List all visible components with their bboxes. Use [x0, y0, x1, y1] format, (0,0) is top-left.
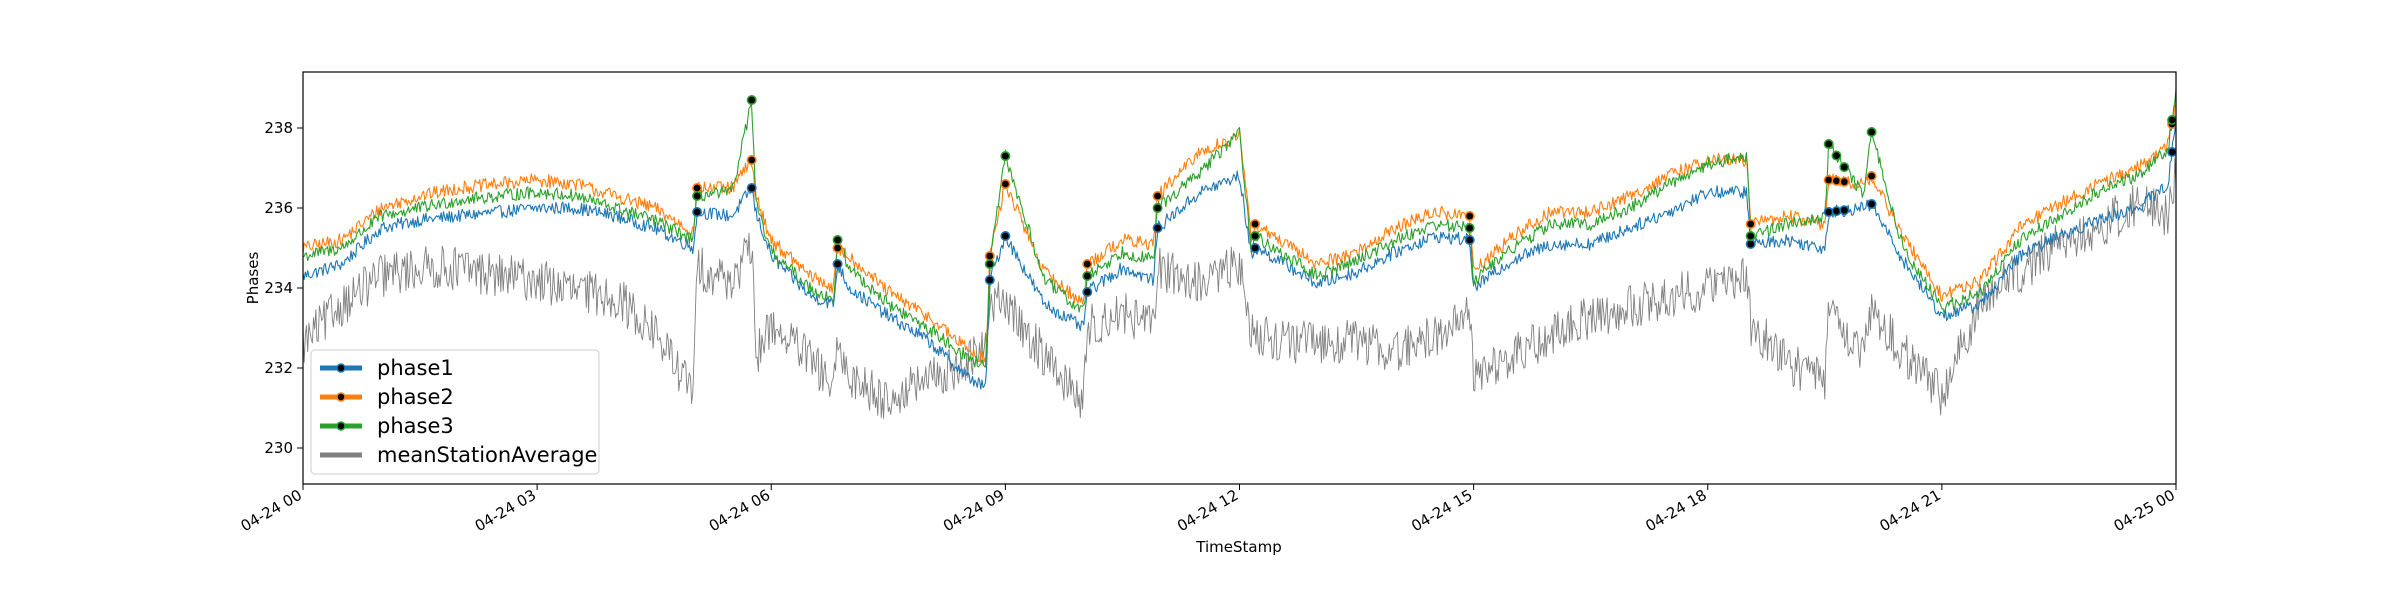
legend-item-phase1: phase1: [320, 356, 454, 380]
x-tick-label: 04-24 09: [940, 486, 1007, 535]
event-marker-phase3: [1745, 231, 1756, 242]
event-marker-phase3: [1839, 162, 1850, 173]
event-marker-phase3: [1082, 270, 1093, 281]
y-tick-label: 232: [264, 359, 293, 377]
event-marker-phase2: [1839, 176, 1850, 187]
legend-box: [310, 349, 600, 475]
x-tick-label: 04-24 00: [238, 486, 305, 535]
event-marker-phase1: [1250, 243, 1261, 254]
event-marker-phase1: [1866, 199, 1877, 210]
event-marker-phase1: [984, 274, 995, 285]
event-marker-phase2: [1866, 171, 1877, 182]
event-marker-phase2: [984, 251, 995, 262]
plot-area: [303, 89, 2176, 419]
event-marker-phase3: [1250, 231, 1261, 242]
event-marker-phase1: [1152, 223, 1163, 234]
event-marker-phase3: [1152, 203, 1163, 214]
x-tick-label: 04-24 18: [1642, 486, 1709, 535]
event-marker-phase2: [1082, 258, 1093, 269]
event-marker-phase3: [1831, 150, 1842, 161]
legend-label: phase2: [377, 385, 454, 409]
event-marker-phase1: [1082, 286, 1093, 297]
legend: phase1 phase2 phase3 meanStationAverage: [310, 349, 600, 475]
event-marker-phase2: [1152, 191, 1163, 202]
event-marker-phase1: [832, 258, 843, 269]
event-marker-phase3: [1823, 139, 1834, 150]
event-marker-phase1: [746, 183, 757, 194]
event-marker-phase3: [746, 95, 757, 106]
series-line-phase2: [303, 104, 2176, 366]
event-marker-phase3: [832, 235, 843, 246]
series-line-meanStationAverage: [303, 157, 2176, 419]
legend-marker: [336, 421, 346, 431]
legend-item-meanStationAverage: meanStationAverage: [320, 443, 597, 467]
x-tick-label: 04-24 06: [706, 486, 773, 535]
y-axis-title: Phases: [244, 252, 262, 305]
x-tick-label: 04-24 21: [1876, 486, 1943, 535]
y-tick-label: 230: [264, 439, 293, 457]
legend-label: phase3: [377, 414, 454, 438]
event-marker-phase2: [1250, 219, 1261, 230]
event-marker-phase1: [1000, 231, 1011, 242]
x-axis-title: TimeStamp: [1195, 538, 1281, 556]
event-marker-phase1: [1839, 205, 1850, 216]
series-line-phase1: [303, 114, 2176, 390]
event-marker-phase3: [2167, 115, 2176, 125]
x-tick-label: 04-24 15: [1408, 486, 1475, 535]
x-tick-label: 04-24 03: [472, 486, 539, 535]
event-marker-phase1: [692, 207, 703, 218]
event-marker-phase1: [2167, 147, 2176, 157]
event-marker-phase3: [1464, 223, 1475, 234]
y-tick-label: 234: [264, 279, 293, 297]
event-marker-phase3: [1000, 151, 1011, 162]
event-marker-phase3: [984, 258, 995, 269]
event-marker-phase2: [1745, 219, 1756, 230]
y-tick-label: 238: [264, 119, 293, 137]
legend-label: phase1: [377, 356, 454, 380]
legend-label: meanStationAverage: [377, 443, 597, 467]
event-marker-phase2: [832, 243, 843, 254]
legend-marker: [336, 363, 346, 373]
y-tick-label: 236: [264, 199, 293, 217]
series-line-phase3: [303, 89, 2176, 368]
legend-item-phase3: phase3: [320, 414, 454, 438]
event-marker-phase1: [1745, 239, 1756, 250]
x-tick-label: 04-24 12: [1174, 486, 1241, 535]
event-marker-phase3: [1866, 127, 1877, 138]
event-marker-phase2: [1000, 179, 1011, 190]
event-marker-phase3: [692, 191, 703, 202]
legend-marker: [336, 392, 346, 402]
event-marker-phase2: [692, 183, 703, 194]
event-marker-phase2: [1464, 211, 1475, 222]
legend-item-phase2: phase2: [320, 385, 454, 409]
event-marker-phase2: [746, 155, 757, 166]
event-marker-phase1: [1464, 235, 1475, 246]
x-tick-label: 04-25 00: [2111, 486, 2178, 535]
